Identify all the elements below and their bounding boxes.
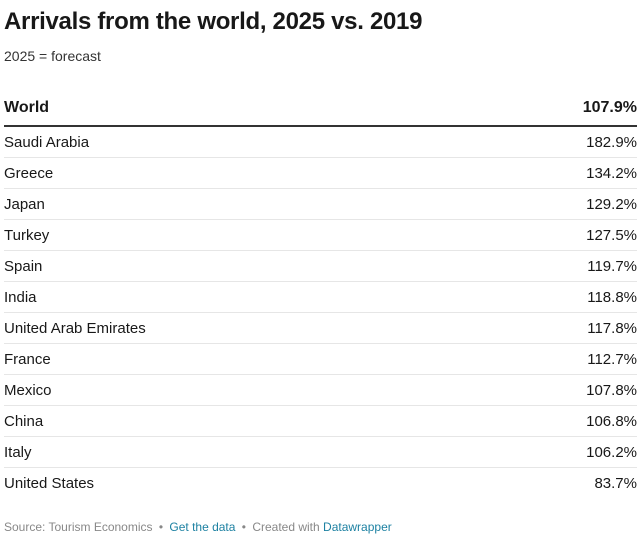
table-row: Greece 134.2% bbox=[4, 158, 637, 189]
row-label: Saudi Arabia bbox=[4, 133, 90, 151]
footer-separator-2: • bbox=[241, 520, 246, 534]
table-row: Turkey 127.5% bbox=[4, 220, 637, 251]
row-value: 134.2% bbox=[586, 164, 637, 182]
row-label: United Arab Emirates bbox=[4, 319, 146, 337]
row-label: Turkey bbox=[4, 226, 50, 244]
table-row: China 106.8% bbox=[4, 406, 637, 437]
row-value: 107.8% bbox=[586, 381, 637, 399]
row-value: 182.9% bbox=[586, 133, 637, 151]
table-row: Spain 119.7% bbox=[4, 251, 637, 282]
row-value: 112.7% bbox=[587, 350, 637, 368]
table-row: France 112.7% bbox=[4, 344, 637, 375]
row-value: 129.2% bbox=[586, 195, 637, 213]
row-label: Greece bbox=[4, 164, 54, 182]
footer-separator: • bbox=[158, 520, 164, 534]
source-text: Source: Tourism Economics bbox=[4, 520, 153, 534]
chart-title: Arrivals from the world, 2025 vs. 2019 bbox=[4, 8, 423, 35]
row-label: Mexico bbox=[4, 381, 52, 399]
header-label: World bbox=[4, 98, 50, 116]
data-table: World 107.9% Saudi Arabia 182.9% Greece 134… bbox=[4, 90, 637, 499]
row-value: 83.7% bbox=[594, 475, 637, 492]
table-header-row: World 107.9% bbox=[4, 90, 637, 127]
row-value: 119.7% bbox=[587, 257, 637, 275]
row-label: United States bbox=[4, 475, 95, 492]
datawrapper-link[interactable]: Datawrapper bbox=[323, 520, 392, 534]
chart-subtitle: 2025 = forecast bbox=[4, 48, 101, 64]
row-label: China bbox=[4, 412, 44, 430]
chart-footer: Source: Tourism Economics • Get the data… bbox=[4, 520, 392, 534]
row-label: Italy bbox=[4, 443, 32, 461]
table-row: India 118.8% bbox=[4, 282, 637, 313]
row-value: 127.5% bbox=[586, 226, 637, 244]
header-value: 107.9% bbox=[582, 98, 637, 116]
table-row: United Arab Emirates 117.8% bbox=[4, 313, 637, 344]
row-label: France bbox=[4, 350, 51, 368]
row-label: India bbox=[4, 288, 37, 306]
table-row: Mexico 107.8% bbox=[4, 375, 637, 406]
table-row: Italy 106.2% bbox=[4, 437, 637, 468]
table-row: Japan 129.2% bbox=[4, 189, 637, 220]
row-value: 118.8% bbox=[587, 288, 637, 306]
get-data-link[interactable]: Get the data bbox=[169, 520, 236, 534]
created-with-text: Created with bbox=[252, 520, 320, 534]
table-row: Saudi Arabia 182.9% bbox=[4, 127, 637, 158]
table-body: Saudi Arabia 182.9% Greece 134.2% Japan 129.2… bbox=[4, 127, 637, 499]
row-label: Spain bbox=[4, 257, 43, 275]
row-value: 106.8% bbox=[586, 412, 637, 430]
table-row: United States 83.7% bbox=[4, 468, 637, 499]
row-value: 106.2% bbox=[586, 443, 637, 461]
row-label: Japan bbox=[4, 195, 45, 213]
row-value: 117.8% bbox=[587, 319, 637, 337]
